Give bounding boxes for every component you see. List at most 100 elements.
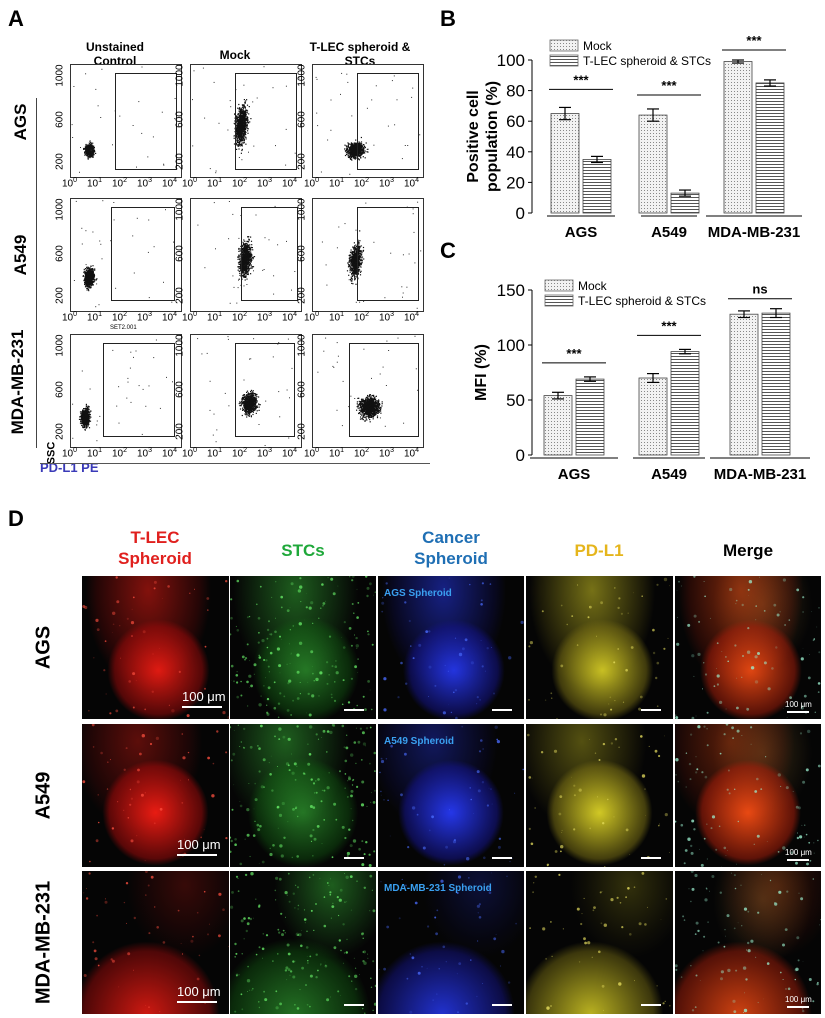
- scale-bar: [641, 1004, 661, 1006]
- scale-bar: [344, 857, 364, 859]
- flow-x-tick: 103: [379, 311, 395, 324]
- significance-label: ***: [746, 33, 762, 48]
- legend-label: Mock: [578, 279, 608, 293]
- microscopy-image: [526, 871, 673, 1014]
- y-tick-label: 150: [497, 281, 525, 300]
- scale-bar: [641, 709, 661, 711]
- y-axis-label: Positive cell: [465, 90, 482, 183]
- scale-bar: [492, 709, 512, 711]
- flow-y-tick: 1000: [174, 64, 186, 87]
- panel-c-chart: 0 50 100 150 MFI (%) *** AGS *** A549 ns MDA-MB-23…: [473, 279, 810, 483]
- flow-y-tick: 200: [174, 287, 186, 304]
- spheroid-label: AGS Spheroid: [384, 588, 452, 599]
- bar: [550, 113, 580, 214]
- microscopy-image: [230, 724, 376, 867]
- panel-d-row-label: MDA-MB-231: [32, 880, 55, 1004]
- legend-label: Mock: [583, 39, 613, 53]
- flow-x-tick: 100: [62, 311, 78, 324]
- flow-dots: [192, 66, 300, 174]
- legend-swatch: [549, 39, 579, 52]
- flow-x-tick: 102: [354, 447, 370, 460]
- flow-plot: [190, 64, 302, 178]
- microscopy-image: 100 μm: [675, 576, 821, 719]
- legend-swatch: [549, 54, 579, 67]
- flow-x-tick: 100: [304, 177, 320, 190]
- gate-box: [111, 207, 175, 301]
- panel-a-row-a549: A549: [11, 234, 30, 276]
- panel-a-letter: A: [8, 6, 24, 31]
- flow-plot: [190, 334, 302, 448]
- panel-d-header-line: Merge: [722, 541, 774, 560]
- flow-y-tick: 600: [174, 381, 186, 398]
- flow-y-tick: 200: [296, 153, 308, 170]
- bar: [582, 159, 612, 214]
- flow-x-tick: 102: [112, 311, 128, 324]
- panel-b-chart: 0 20 40 60 80 100 Positive cell population (%) *…: [465, 33, 802, 238]
- microscopy-image: 100 μm: [82, 871, 229, 1014]
- gate-box: [235, 343, 295, 437]
- bar: [575, 378, 605, 456]
- microscopy-image: A549 Spheroid: [378, 724, 524, 867]
- y-axis-label: population (%): [484, 81, 501, 192]
- flow-plot: [70, 198, 182, 312]
- panel-d-header-line: PD-L1: [574, 541, 624, 560]
- flow-x-tick: 101: [329, 311, 345, 324]
- legend-label: T-LEC spheroid & STCs: [583, 54, 711, 68]
- flow-y-tick: 600: [296, 245, 308, 262]
- flow-y-tick: 1000: [174, 198, 186, 221]
- flow-y-tick: 600: [174, 111, 186, 128]
- y-axis-label: MFI (%): [473, 344, 490, 401]
- panel-d-header-line: STCs: [281, 541, 325, 560]
- flow-y-tick: 1000: [296, 64, 308, 87]
- category-label: A549: [651, 224, 687, 238]
- category-label: A549: [651, 466, 687, 483]
- y-tick-label: 100: [497, 51, 525, 70]
- significance-label: ***: [573, 72, 589, 87]
- flow-x-tick: 102: [112, 177, 128, 190]
- flow-y-tick: 600: [296, 111, 308, 128]
- flow-dots: [197, 336, 293, 446]
- flow-x-tick: 104: [404, 311, 420, 324]
- scale-bar-label: 100 μm: [177, 837, 221, 852]
- y-tick-label: 60: [506, 112, 525, 131]
- flow-y-tick: 1000: [54, 64, 66, 87]
- flow-y-tick: 200: [54, 423, 66, 440]
- flow-plot: [312, 64, 424, 178]
- colhead-line: T-LEC spheroid &: [309, 40, 411, 54]
- speckle-layer: [230, 872, 376, 1014]
- flow-y-tick: 200: [54, 153, 66, 170]
- bar: [755, 82, 785, 214]
- flow-x-tick: 101: [87, 447, 103, 460]
- flow-x-tick: 104: [282, 311, 298, 324]
- speckle-layer: [230, 724, 376, 867]
- flow-x-tick: 102: [354, 311, 370, 324]
- panel-d-row-label: AGS: [32, 625, 55, 669]
- microscopy-image: [230, 871, 376, 1014]
- flow-y-tick: 600: [54, 245, 66, 262]
- flow-y-tick: 1000: [54, 198, 66, 221]
- speckle-layer: [675, 576, 821, 719]
- y-tick-label: 40: [506, 143, 525, 162]
- gate-box: [241, 207, 298, 301]
- microscopy-image: 100 μm: [82, 576, 229, 719]
- bar: [723, 61, 753, 214]
- flow-plot-inset-label: SET2.001: [110, 325, 137, 331]
- gate-box: [115, 73, 177, 170]
- scale-bar-label: 100 μm: [785, 995, 812, 1004]
- flow-dots: [317, 335, 419, 427]
- scale-bar: [344, 1004, 364, 1006]
- flow-x-tick: 104: [404, 177, 420, 190]
- flow-plot: [70, 334, 182, 448]
- flow-y-tick: 1000: [296, 334, 308, 357]
- legend-label: T-LEC spheroid & STCs: [578, 294, 706, 308]
- scale-bar: [641, 857, 661, 859]
- y-tick-label: 50: [506, 391, 525, 410]
- y-tick-label: 0: [516, 204, 525, 223]
- flow-x-tick: 101: [207, 177, 223, 190]
- flow-dots: [71, 66, 177, 173]
- flow-x-tick: 101: [207, 311, 223, 324]
- scale-bar: [177, 1001, 217, 1003]
- bar: [670, 351, 700, 456]
- flow-x-tick: 104: [162, 311, 178, 324]
- colhead-line: Mock: [219, 48, 251, 62]
